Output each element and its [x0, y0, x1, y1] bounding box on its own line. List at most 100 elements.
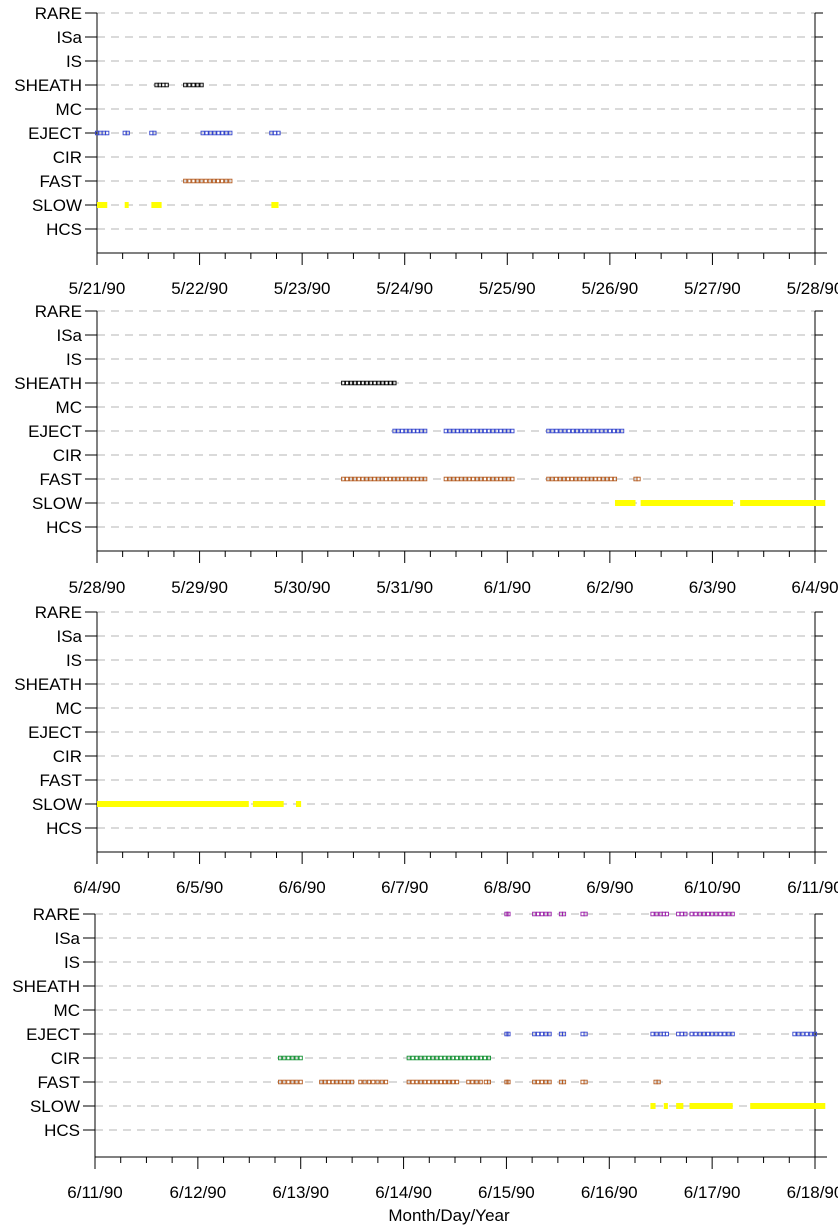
data-marker: [395, 476, 400, 482]
data-marker: [565, 476, 570, 482]
data-marker: [415, 428, 420, 434]
data-marker: [543, 1079, 548, 1085]
data-segment: [676, 1103, 684, 1109]
data-marker: [467, 476, 472, 482]
data-marker: [494, 428, 499, 434]
data-marker: [558, 428, 563, 434]
y-tick-label: CIR: [51, 1049, 80, 1068]
data-marker: [391, 476, 397, 482]
data-segment: [689, 1031, 735, 1037]
data-segment: [341, 476, 428, 482]
data-marker: [490, 476, 495, 482]
x-tick-label: 5/21/90: [69, 279, 126, 298]
data-marker: [360, 476, 365, 482]
data-marker: [356, 476, 361, 482]
data-marker: [459, 476, 464, 482]
data-marker: [349, 380, 354, 386]
data-marker: [430, 1055, 435, 1061]
y-tick-label: SHEATH: [14, 76, 82, 95]
data-marker: [228, 178, 233, 184]
data-marker: [418, 1079, 423, 1085]
data-marker: [470, 1079, 475, 1085]
data-marker: [554, 476, 559, 482]
data-marker: [419, 476, 424, 482]
data-marker: [591, 428, 596, 434]
data-marker: [211, 178, 216, 184]
x-tick-label: 6/8/90: [484, 878, 531, 897]
data-marker: [290, 1055, 295, 1061]
x-tick-label: 6/18/90: [787, 1183, 838, 1202]
y-tick-label: HCS: [46, 220, 82, 239]
data-marker: [447, 476, 452, 482]
data-segment: [392, 428, 428, 434]
data-marker: [478, 1055, 483, 1061]
data-marker: [204, 130, 209, 136]
data-marker: [611, 428, 617, 434]
data-marker: [510, 476, 515, 482]
data-marker: [323, 1079, 328, 1085]
y-tick-label: MC: [56, 699, 82, 718]
data-marker: [455, 476, 460, 482]
data-marker: [380, 380, 385, 386]
x-tick-label: 6/10/90: [684, 878, 741, 897]
data-marker: [705, 911, 711, 917]
series-slow: [650, 1103, 826, 1109]
data-marker: [486, 1079, 491, 1085]
data-marker: [562, 428, 567, 434]
x-tick-label: 6/4/90: [791, 578, 838, 597]
data-marker: [475, 476, 480, 482]
data-marker: [714, 1031, 719, 1037]
data-marker: [276, 130, 281, 136]
series-slow: [97, 202, 279, 208]
data-segment: [558, 911, 567, 917]
x-tick-label: 5/28/90: [787, 279, 838, 298]
data-marker: [455, 428, 460, 434]
y-tick-label: EJECT: [28, 124, 82, 143]
data-segment: [124, 202, 129, 208]
data-marker: [406, 1055, 411, 1061]
data-marker: [558, 476, 563, 482]
x-tick-label: 6/16/90: [581, 1183, 638, 1202]
data-marker: [581, 476, 586, 482]
data-marker: [593, 476, 598, 482]
data-segment: [546, 428, 625, 434]
data-marker: [486, 428, 491, 434]
y-tick-label: ISa: [56, 627, 82, 646]
data-marker: [547, 1079, 552, 1085]
data-segment: [358, 1079, 389, 1085]
data-marker: [579, 428, 584, 434]
data-marker: [543, 1031, 548, 1037]
series-sheath: [341, 380, 397, 386]
data-marker: [434, 1055, 439, 1061]
data-marker: [434, 1079, 439, 1085]
data-marker: [410, 1055, 415, 1061]
data-marker: [718, 911, 723, 917]
data-marker: [380, 476, 385, 482]
series-slow: [97, 801, 302, 807]
data-marker: [498, 428, 503, 434]
data-segment: [183, 82, 204, 88]
data-marker: [683, 911, 688, 917]
data-marker: [506, 911, 511, 917]
data-marker: [203, 178, 208, 184]
x-tick-label: 5/31/90: [376, 578, 433, 597]
series-fast: [278, 1079, 661, 1085]
data-segment: [546, 476, 618, 482]
data-marker: [650, 1031, 655, 1037]
y-tick-label: SLOW: [32, 494, 82, 513]
data-marker: [278, 1055, 283, 1061]
data-marker: [486, 1055, 491, 1061]
data-marker: [502, 428, 507, 434]
data-marker: [442, 1079, 448, 1085]
data-marker: [679, 911, 684, 917]
series-cir: [278, 1055, 491, 1061]
data-marker: [375, 1079, 380, 1085]
data-marker: [345, 476, 350, 482]
data-segment: [580, 911, 588, 917]
data-marker: [407, 428, 412, 434]
data-marker: [539, 1079, 544, 1085]
data-marker: [364, 476, 369, 482]
data-marker: [438, 1079, 443, 1085]
data-marker: [718, 1031, 723, 1037]
data-marker: [504, 911, 509, 917]
